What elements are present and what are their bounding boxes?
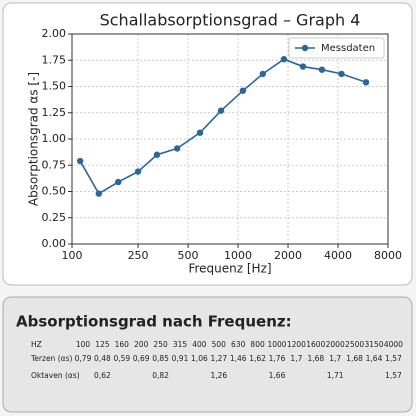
data-point <box>76 157 84 165</box>
column-header: 200 <box>134 340 149 349</box>
data-point <box>259 70 267 78</box>
table-card <box>2 296 413 413</box>
column-header: 800 <box>250 340 265 349</box>
data-point <box>217 107 225 114</box>
y-tick-label: 1.50 <box>42 80 67 93</box>
y-tick-label: 0.25 <box>42 211 67 224</box>
row-label: Terzen (αs) <box>30 354 72 363</box>
column-header: 125 <box>95 340 110 349</box>
row-label: Oktaven (αs) <box>31 371 80 380</box>
table-cell: 1,62 <box>249 354 266 363</box>
table-cell: 1,27 <box>210 354 227 363</box>
y-tick-label: 2.00 <box>42 27 67 40</box>
table-cell: 1,76 <box>269 354 286 363</box>
data-point <box>95 190 102 197</box>
column-header: 500 <box>212 340 227 349</box>
x-tick-label: 250 <box>128 249 149 262</box>
column-header: 1200 <box>287 340 306 349</box>
data-point <box>299 63 307 70</box>
data-point <box>153 151 161 158</box>
table-cell: 0,85 <box>152 354 169 363</box>
plot-frame <box>71 33 389 245</box>
chart-card <box>2 2 413 286</box>
table-cell: 1,66 <box>269 371 286 380</box>
x-tick-label: 100 <box>62 249 83 262</box>
x-tick-label: 2000 <box>274 249 302 262</box>
table-cell: 1,68 <box>346 354 363 363</box>
table-cell: 0,48 <box>94 354 111 363</box>
table-cell: 0,69 <box>133 354 150 363</box>
column-header: 3150 <box>364 340 383 349</box>
table-cell: 1,68 <box>307 354 324 363</box>
table-title: Absorptionsgrad nach Frequenz: <box>16 313 292 331</box>
table-cell: 1,71 <box>327 371 344 380</box>
table-cell: 1,64 <box>366 354 383 363</box>
data-point <box>280 56 288 63</box>
y-axis-label: Absorptionsgrad αs [-] <box>27 72 41 206</box>
data-point <box>362 79 370 86</box>
table-cell: 1,57 <box>385 354 402 363</box>
column-header: 100 <box>76 340 91 349</box>
table-cell: 1,06 <box>191 354 208 363</box>
y-tick-label: 1.00 <box>42 132 67 145</box>
x-axis-label: Frequenz [Hz] <box>188 262 271 276</box>
table-cell: 0,91 <box>172 354 189 363</box>
chart-title: Schallabsorptionsgrad – Graph 4 <box>100 11 361 30</box>
table-cell: 0,79 <box>75 354 92 363</box>
y-tick-label: 0.50 <box>42 185 67 198</box>
y-tick-label: 1.75 <box>42 53 67 66</box>
column-header: 315 <box>173 340 188 349</box>
data-point <box>173 145 181 152</box>
legend-box <box>288 37 385 59</box>
column-header: 250 <box>153 340 168 349</box>
data-point <box>239 87 247 94</box>
x-tick-label: 4000 <box>324 249 352 262</box>
data-point <box>338 70 345 78</box>
table-cell: 1,7 <box>290 354 302 363</box>
legend-label: Messdaten <box>321 43 375 54</box>
y-tick-label: 0.00 <box>42 237 67 250</box>
table-cell: 1,26 <box>210 371 227 380</box>
table-cell: 0,82 <box>152 371 169 380</box>
x-tick-label: 500 <box>178 249 199 262</box>
data-point <box>196 129 204 136</box>
column-header: 400 <box>192 340 207 349</box>
legend-marker <box>301 44 309 52</box>
table-cell: 0,62 <box>94 371 111 380</box>
x-tick-label: 8000 <box>374 249 402 262</box>
x-tick-label: 1000 <box>224 249 252 262</box>
column-header: 160 <box>115 340 130 349</box>
y-tick-label: 0.75 <box>42 158 67 171</box>
column-header: 4000 <box>384 340 403 349</box>
row-label: HZ <box>31 340 42 349</box>
table-cell: 1,57 <box>385 371 402 380</box>
column-header: 630 <box>231 340 246 349</box>
table-cell: 0,59 <box>113 354 130 363</box>
table-cell: 1,7 <box>329 354 341 363</box>
column-header: 2000 <box>326 340 345 349</box>
column-header: 1600 <box>306 340 325 349</box>
y-tick-label: 1.25 <box>42 106 67 119</box>
data-point <box>115 178 122 186</box>
data-point <box>318 66 326 73</box>
column-header: 1000 <box>267 340 286 349</box>
table-cell: 1,46 <box>230 354 247 363</box>
column-header: 2500 <box>345 340 364 349</box>
data-point <box>134 168 142 175</box>
